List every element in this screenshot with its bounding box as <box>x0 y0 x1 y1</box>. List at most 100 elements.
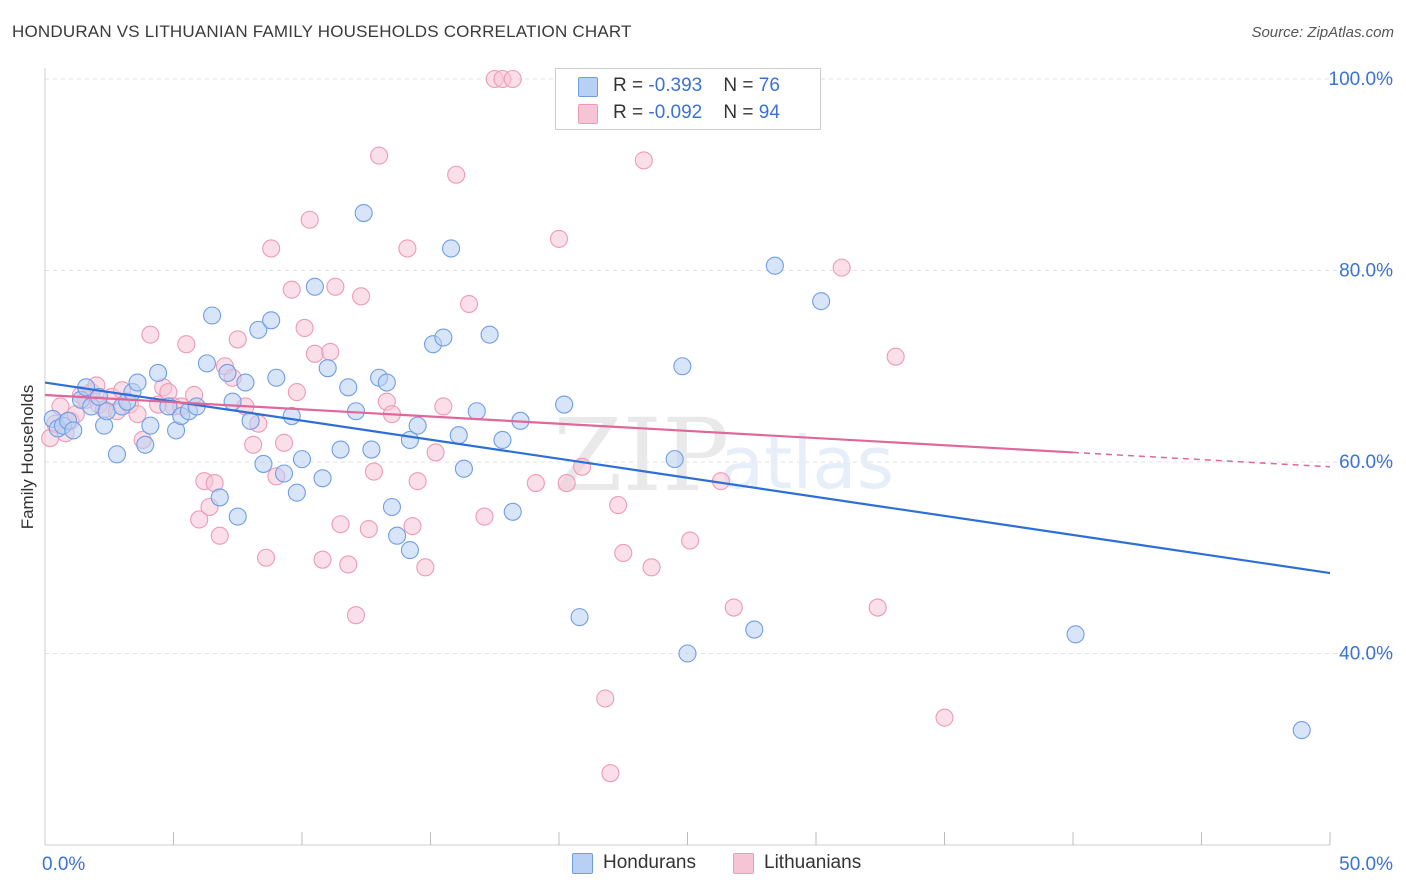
data-point <box>254 454 273 473</box>
data-point <box>339 555 358 574</box>
data-point <box>228 330 247 349</box>
axes <box>44 68 1331 846</box>
data-point <box>459 294 479 314</box>
lithuanians-trend-line <box>44 393 1074 454</box>
n-label: N = <box>723 75 759 96</box>
tick-labels: 40.0% 60.0% 80.0% 100.0% 0.0% 50.0% <box>42 69 1393 875</box>
data-point <box>331 515 350 534</box>
data-point <box>331 440 350 459</box>
data-point <box>262 239 281 258</box>
trend-lines <box>44 381 1331 575</box>
data-point <box>136 435 155 454</box>
data-point <box>362 440 381 459</box>
data-point <box>210 488 229 507</box>
lithuanians-swatch <box>578 104 598 124</box>
data-point <box>244 435 263 454</box>
data-point <box>364 462 384 481</box>
data-point <box>403 517 422 536</box>
data-point <box>832 258 851 277</box>
r-label: R = <box>613 102 649 123</box>
data-point <box>1066 625 1085 644</box>
data-point <box>434 397 453 416</box>
data-point <box>295 318 314 338</box>
y-tick-label: 60.0% <box>1339 452 1393 473</box>
data-point <box>382 497 402 517</box>
n-label: N = <box>723 102 759 123</box>
n-value: 76 <box>758 75 780 96</box>
data-point <box>388 526 407 545</box>
data-point <box>352 287 371 306</box>
data-point <box>370 146 389 165</box>
data-point <box>149 363 168 383</box>
data-point <box>326 277 345 296</box>
data-point <box>614 543 633 563</box>
data-point <box>570 608 589 627</box>
data-point <box>249 320 268 339</box>
stats-box: R = -0.393 N = 76 R = -0.092 N = 94 <box>555 68 821 130</box>
data-point <box>282 280 301 299</box>
data-point <box>256 548 276 567</box>
r-value: -0.393 <box>648 75 703 96</box>
data-point <box>177 335 196 354</box>
data-point <box>203 306 222 325</box>
data-point <box>321 342 340 361</box>
data-point <box>447 165 466 184</box>
data-point <box>416 558 435 577</box>
data-point <box>287 483 306 502</box>
data-point <box>609 496 628 515</box>
watermark-zip: ZIP <box>553 397 729 514</box>
data-point <box>107 445 127 464</box>
chart-title: HONDURAN VS LITHUANIAN FAMILY HOUSEHOLDS… <box>12 22 632 41</box>
data-point <box>190 510 209 529</box>
data-point <box>503 502 522 521</box>
y-tick-label: 100.0% <box>1329 69 1394 90</box>
data-point <box>292 450 312 469</box>
data-point <box>346 606 366 625</box>
legend-label: Lithuanians <box>764 852 862 873</box>
data-point <box>300 210 319 229</box>
lithuanians-trend-extension <box>1072 451 1331 468</box>
data-point <box>236 373 255 392</box>
data-point <box>128 405 147 424</box>
data-point <box>400 541 419 560</box>
data-point <box>287 383 306 402</box>
data-point <box>267 368 286 387</box>
data-point <box>724 598 743 617</box>
hondurans-swatch <box>578 77 598 97</box>
data-point <box>274 464 294 483</box>
data-point <box>305 344 324 363</box>
source-credit: Source: ZipAtlas.com <box>1251 24 1394 41</box>
data-point <box>549 229 569 248</box>
data-point <box>634 151 653 170</box>
data-point <box>745 620 764 639</box>
data-point <box>467 402 486 421</box>
n-value: 94 <box>758 102 780 123</box>
data-point <box>398 239 417 258</box>
data-point <box>493 430 512 450</box>
data-point <box>141 416 160 435</box>
data-point <box>262 311 281 330</box>
data-point <box>223 392 242 411</box>
data-point <box>210 526 229 545</box>
data-point <box>935 708 954 727</box>
hondurans-points <box>43 204 1311 740</box>
r-value: -0.092 <box>648 102 703 123</box>
data-point <box>812 292 831 311</box>
data-point <box>480 325 499 344</box>
data-point <box>359 519 378 539</box>
data-point <box>555 395 574 414</box>
grid-lines <box>45 78 1395 654</box>
data-point <box>305 277 324 296</box>
data-point <box>475 507 494 526</box>
data-point <box>526 474 545 493</box>
lithuanians-legend-swatch <box>733 853 754 874</box>
data-point <box>1292 721 1311 740</box>
data-point <box>678 644 697 663</box>
data-point <box>313 550 332 569</box>
data-point <box>377 373 396 392</box>
data-point <box>681 531 700 550</box>
data-point <box>601 764 620 783</box>
data-point <box>665 450 684 469</box>
data-point <box>313 469 332 488</box>
